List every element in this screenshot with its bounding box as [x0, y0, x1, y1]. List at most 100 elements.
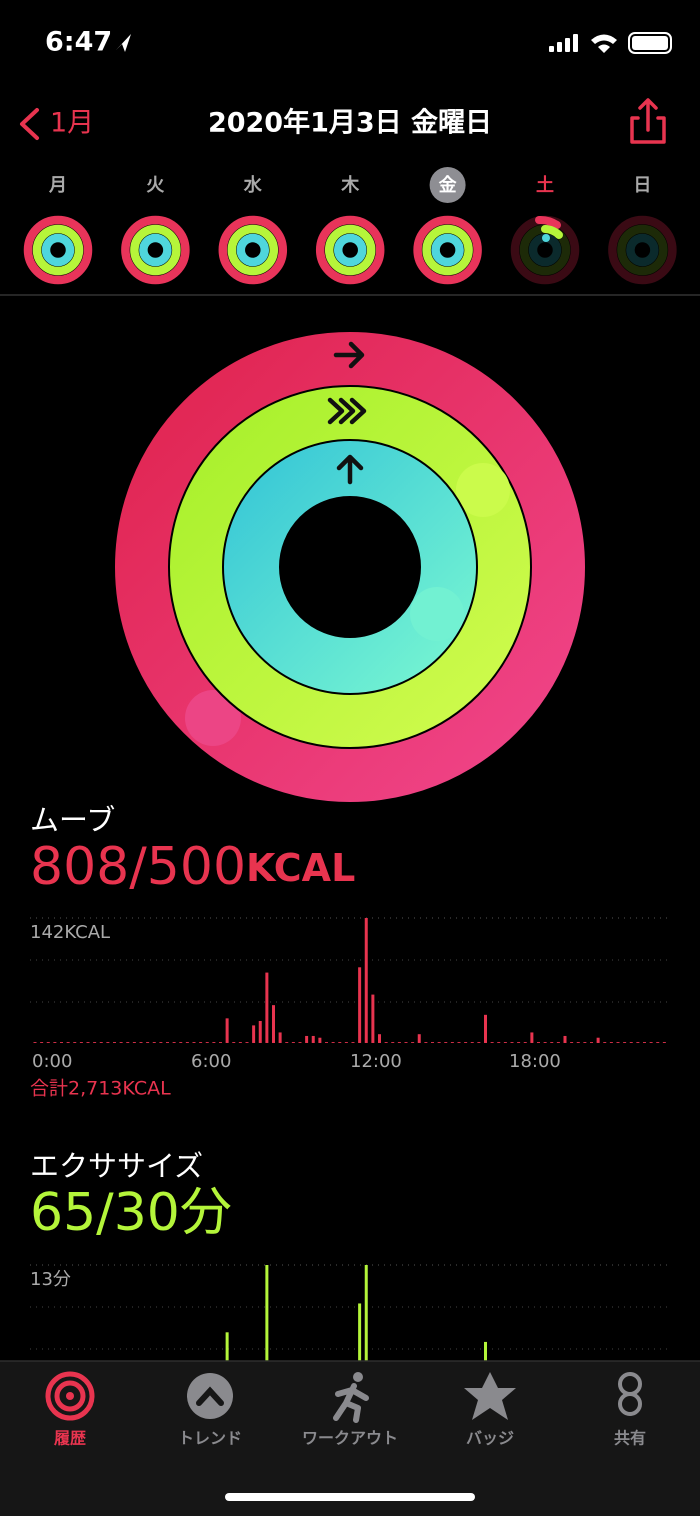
- day-label[interactable]: 木: [340, 174, 360, 196]
- day-label[interactable]: 水: [243, 174, 263, 196]
- day[interactable]: 日: [608, 175, 677, 285]
- x-tick-label: 0:00: [32, 1051, 72, 1072]
- day-label[interactable]: 火: [146, 175, 164, 196]
- day-label[interactable]: 日: [633, 175, 651, 196]
- exercise-value: 65/30分: [30, 1183, 232, 1243]
- tab[interactable]: ワークアウト: [302, 1372, 398, 1448]
- day[interactable]: 土: [510, 175, 580, 285]
- bar: [113, 1042, 116, 1043]
- bar: [603, 1042, 607, 1043]
- tab-icon[interactable]: [187, 1373, 233, 1419]
- tab[interactable]: バッジ: [464, 1372, 516, 1448]
- share-button[interactable]: [630, 98, 666, 144]
- bar: [609, 1042, 613, 1043]
- nav-title: 2020年1月3日 金曜日: [208, 107, 492, 139]
- week-strip: 月火水木金土日: [23, 167, 677, 285]
- bar: [66, 1042, 70, 1043]
- bar: [166, 1042, 169, 1043]
- bar: [278, 1032, 282, 1043]
- bar: [225, 1018, 229, 1043]
- tab[interactable]: 共有: [614, 1372, 646, 1448]
- bar: [636, 1042, 640, 1043]
- bar: [563, 1035, 567, 1043]
- bar: [238, 1042, 242, 1043]
- tab-icon-part[interactable]: [54, 1380, 86, 1412]
- bar: [662, 1042, 666, 1043]
- bar: [371, 994, 375, 1043]
- tab-label[interactable]: 履歴: [54, 1429, 86, 1448]
- day[interactable]: 火: [121, 175, 190, 285]
- bar: [219, 1042, 222, 1043]
- mini-ring: [333, 233, 367, 267]
- home-indicator: [225, 1493, 475, 1501]
- mini-ring: [121, 215, 190, 285]
- tab-icon-part[interactable]: [187, 1373, 233, 1419]
- bar: [179, 1042, 183, 1043]
- bar: [590, 1042, 593, 1043]
- bar: [523, 1042, 527, 1043]
- mini-ring: [218, 215, 288, 285]
- mini-ring-progress: [535, 215, 561, 229]
- day-label[interactable]: 月: [48, 175, 67, 196]
- selected-day-bg: [429, 167, 466, 203]
- bar: [265, 972, 269, 1043]
- bar: [265, 1265, 269, 1390]
- bar: [285, 1042, 289, 1043]
- wifi-icon: [591, 34, 617, 53]
- bar: [258, 1020, 262, 1043]
- bar: [40, 1042, 44, 1043]
- exercise-title: エクササイズ: [30, 1149, 203, 1183]
- bar: [351, 1042, 355, 1043]
- tab[interactable]: 履歴: [45, 1371, 95, 1448]
- day[interactable]: 木: [315, 174, 385, 285]
- tab-icon-part[interactable]: [353, 1372, 363, 1382]
- bar: [338, 1042, 342, 1043]
- x-tick-label: 12:00: [350, 1051, 402, 1072]
- bar: [616, 1042, 620, 1043]
- tab-label[interactable]: 共有: [614, 1429, 646, 1448]
- bar: [344, 1042, 348, 1043]
- bar: [510, 1042, 514, 1043]
- day[interactable]: 金: [413, 167, 482, 285]
- day-label[interactable]: 金: [439, 174, 458, 196]
- mini-ring-progress: [542, 234, 550, 242]
- bar: [649, 1042, 653, 1043]
- bar: [530, 1032, 534, 1043]
- tab[interactable]: トレンド: [178, 1373, 242, 1448]
- tab-icon-part[interactable]: [196, 1386, 224, 1406]
- tab-label[interactable]: ワークアウト: [302, 1429, 398, 1448]
- status-time: 6:47: [45, 27, 112, 58]
- bar: [139, 1042, 143, 1043]
- bar: [73, 1042, 77, 1043]
- tab-icon-part[interactable]: [45, 1371, 95, 1421]
- tab-label[interactable]: バッジ: [466, 1429, 514, 1448]
- location-icon: [116, 34, 131, 52]
- day[interactable]: 水: [218, 174, 288, 285]
- mini-ring: [324, 224, 376, 276]
- bar: [126, 1042, 130, 1043]
- mini-ring: [227, 224, 279, 276]
- tab-icon-part[interactable]: [618, 1372, 642, 1416]
- day[interactable]: 月: [23, 175, 93, 285]
- tab-icon-part[interactable]: [464, 1372, 516, 1420]
- mini-ring-progress: [541, 225, 563, 239]
- day-label[interactable]: 土: [536, 175, 554, 196]
- bar: [490, 1042, 494, 1043]
- tab-icon[interactable]: [618, 1372, 642, 1416]
- tab-icon-part[interactable]: [333, 1383, 369, 1423]
- bar: [331, 1042, 335, 1043]
- back-button[interactable]: 1月: [20, 108, 94, 140]
- bar: [656, 1042, 660, 1043]
- bar: [550, 1042, 554, 1043]
- move-title: ムーブ: [30, 803, 115, 837]
- bar: [119, 1042, 123, 1043]
- bar: [33, 1042, 37, 1043]
- tab-icon[interactable]: [464, 1372, 516, 1420]
- bar: [93, 1042, 97, 1043]
- tab-icon[interactable]: [45, 1371, 95, 1421]
- tab-label[interactable]: トレンド: [178, 1429, 242, 1448]
- tab-icon[interactable]: [333, 1372, 369, 1423]
- tab-icon-part[interactable]: [66, 1392, 74, 1400]
- back-label[interactable]: 1月: [50, 108, 94, 139]
